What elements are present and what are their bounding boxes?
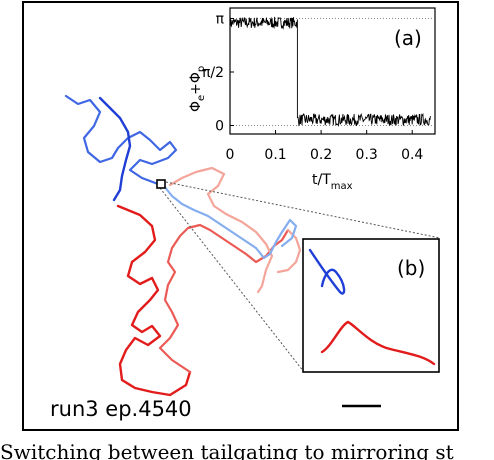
inset-b-label: (b)	[397, 256, 425, 280]
chart-a-plot-frame	[229, 7, 436, 135]
chart-a-x-ticks: 0 0.1 0.2 0.3 0.4	[226, 130, 423, 163]
main-panel-frame	[22, 1, 459, 431]
inset-b: (b)	[302, 238, 440, 373]
trajectory-blue-light	[162, 184, 298, 260]
chart-a-panel-label: (a)	[394, 26, 422, 50]
trajectory-red-light	[168, 166, 302, 294]
chart-a-x-tick-label-4: 0.4	[401, 147, 423, 163]
chart-a-x-tick-label-0: 0	[226, 147, 235, 163]
chart-a-y-tick-label-1: π/2	[202, 65, 224, 81]
inset-b-red-curve	[320, 320, 436, 366]
chart-a-y-tick-label-0: 0	[215, 118, 224, 134]
zoom-marker-square	[156, 179, 166, 189]
chart-a-y-axis-label: Φe+Φp	[188, 66, 207, 112]
trajectory-blue-dark	[98, 96, 132, 202]
chart-a-reference-lines	[230, 18, 435, 126]
chart-a-y-tick-label-2: π	[216, 12, 225, 28]
chart-a-x-tick-label-2: 0.2	[310, 147, 332, 163]
trajectory-red-dark	[116, 204, 192, 397]
trajectory-red-mid	[158, 223, 290, 374]
chart-a-x-tick-label-1: 0.1	[264, 147, 286, 163]
run-label: run3 ep.4540	[50, 397, 192, 421]
chart-a-y-ticks: 0 π/2 π	[202, 12, 234, 134]
chart-a-x-tick-label-3: 0.3	[356, 147, 378, 163]
zoom-connector-lower	[159, 187, 305, 373]
inset-b-blue-curve	[308, 248, 346, 295]
zoom-connector-upper	[165, 181, 441, 239]
chart-a: 0 0.1 0.2 0.3 0.4 0 π/2 π (a) t/Tmax Φe+Φp	[188, 7, 436, 192]
figure-caption: Switching between tailgating to mirrorin…	[0, 440, 454, 460]
trajectory-blue-mid	[64, 94, 178, 188]
trajectory-group	[64, 94, 302, 397]
chart-a-series-line	[229, 16, 431, 127]
chart-a-x-axis-label: t/Tmax	[312, 172, 353, 192]
